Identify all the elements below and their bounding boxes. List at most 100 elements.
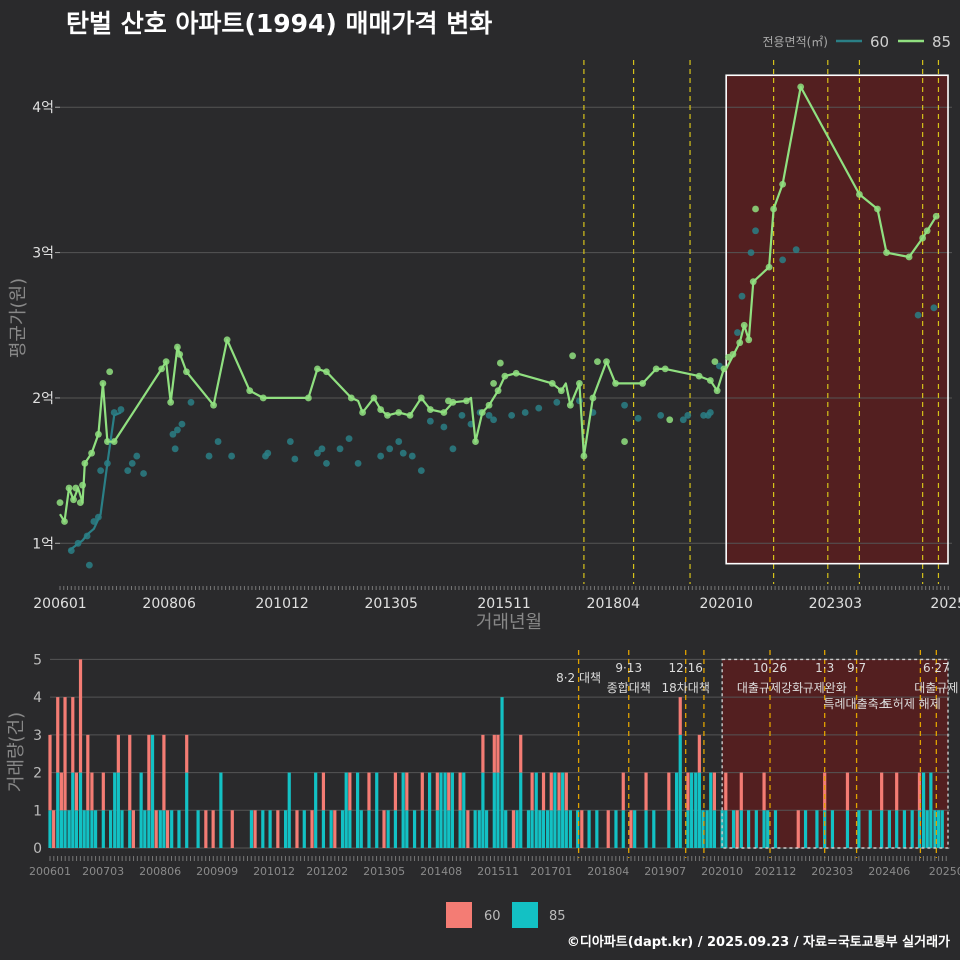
bar-85 <box>492 772 496 848</box>
data-point-60 <box>914 311 922 319</box>
bar-85 <box>803 810 808 848</box>
bar-85 <box>196 810 200 848</box>
bar-85 <box>614 810 618 848</box>
bar-85 <box>720 810 724 848</box>
bar-60 <box>580 810 584 848</box>
bar-60 <box>686 772 690 811</box>
bar-85 <box>462 772 466 848</box>
bar-85 <box>484 810 489 848</box>
x-axis-title: 거래년월 <box>476 612 542 633</box>
bar-85 <box>557 810 561 848</box>
bar-60 <box>63 697 67 811</box>
data-point-60 <box>621 401 628 409</box>
bar-60 <box>382 810 386 848</box>
highlight-region <box>726 75 948 564</box>
bar-60 <box>310 810 314 848</box>
bar-60 <box>321 772 326 811</box>
y-tick-label: 3억 <box>32 246 54 262</box>
bar-85 <box>450 772 454 848</box>
data-point-60 <box>314 449 321 457</box>
bar-85 <box>553 772 557 848</box>
data-point-60 <box>133 452 141 460</box>
bar-85 <box>63 810 67 848</box>
bar-85 <box>595 810 599 848</box>
x-tick-label: 201804 <box>587 596 641 612</box>
y-tick-label: 2억 <box>32 391 54 407</box>
bar-85 <box>724 810 728 848</box>
data-point-60 <box>426 417 434 425</box>
data-point-60 <box>747 249 755 256</box>
bar-60 <box>131 810 135 848</box>
bar-60 <box>204 810 208 848</box>
bar-85 <box>530 810 534 848</box>
bar-60 <box>447 772 451 811</box>
legend-label-85: 85 <box>549 909 566 924</box>
bar-60 <box>466 810 470 848</box>
bar-85 <box>101 810 105 848</box>
bar-85 <box>150 734 155 848</box>
bar-60 <box>606 810 610 848</box>
bar-85 <box>697 772 701 848</box>
bar-85 <box>910 810 914 848</box>
bar-85 <box>709 772 713 848</box>
bar-85 <box>401 772 405 848</box>
data-point-60 <box>97 467 105 475</box>
bar-85 <box>367 810 371 848</box>
data-point-60 <box>779 256 787 264</box>
bar-85 <box>128 810 132 848</box>
bar-85 <box>546 810 550 848</box>
bar-85 <box>162 810 166 848</box>
bar-85 <box>443 772 447 848</box>
bar-85 <box>754 810 758 848</box>
highlight-frame <box>721 658 949 849</box>
price-chart: 1억 2억 3억 4억 200601 200806 201012 201305 201511 20… <box>8 33 960 633</box>
bar-85 <box>375 772 379 848</box>
data-point-60 <box>930 304 938 312</box>
bar-85 <box>147 810 151 848</box>
bar-60 <box>823 772 827 811</box>
data-point-60 <box>171 445 179 453</box>
bar-85 <box>534 772 538 848</box>
data-point-60 <box>684 411 692 419</box>
bar-85 <box>420 810 424 848</box>
bar-85 <box>541 810 546 848</box>
data-point-85 <box>569 352 577 360</box>
event-annotation-date: 12·16 <box>669 661 703 675</box>
chart-title: 탄벌 산호 아파트(1994) 매매가격 변화 <box>66 9 493 38</box>
bar-85 <box>412 810 417 848</box>
data-point-60 <box>323 459 330 467</box>
bar-85 <box>477 810 481 848</box>
x-tick-label: 200909 <box>196 865 238 878</box>
bar-85 <box>329 810 333 848</box>
x-tick-label: 201305 <box>363 865 405 878</box>
bar-85 <box>652 810 656 848</box>
bar-85 <box>143 810 147 848</box>
bar-60 <box>549 772 553 811</box>
x-tick-label: 201012 <box>253 865 295 878</box>
legend-label-85: 85 <box>932 33 951 51</box>
bar-85 <box>823 810 827 848</box>
bar-85 <box>261 810 265 848</box>
bar-85 <box>694 772 698 848</box>
bar-85 <box>830 810 835 848</box>
bar-85 <box>526 810 531 848</box>
bar-60 <box>435 772 439 811</box>
data-point-60 <box>679 416 687 424</box>
event-annotation-date: 1·3 <box>815 661 834 675</box>
event-annotation-date: 6·27 <box>923 661 950 675</box>
bar-60 <box>458 772 462 811</box>
bar-85 <box>731 810 736 848</box>
y-tick-label: 1 <box>33 803 42 819</box>
bar-85 <box>564 810 568 848</box>
bar-60 <box>101 772 105 811</box>
bar-85 <box>674 772 679 848</box>
bar-60 <box>52 810 56 848</box>
bar-85 <box>621 810 625 848</box>
y-tick-label: 3 <box>33 728 42 744</box>
x-tick-label: 200806 <box>139 865 181 878</box>
data-point-85 <box>711 358 719 366</box>
bar-85 <box>249 810 254 848</box>
bar-85 <box>93 810 98 848</box>
bar-85 <box>74 810 79 848</box>
bar-85 <box>283 810 288 848</box>
